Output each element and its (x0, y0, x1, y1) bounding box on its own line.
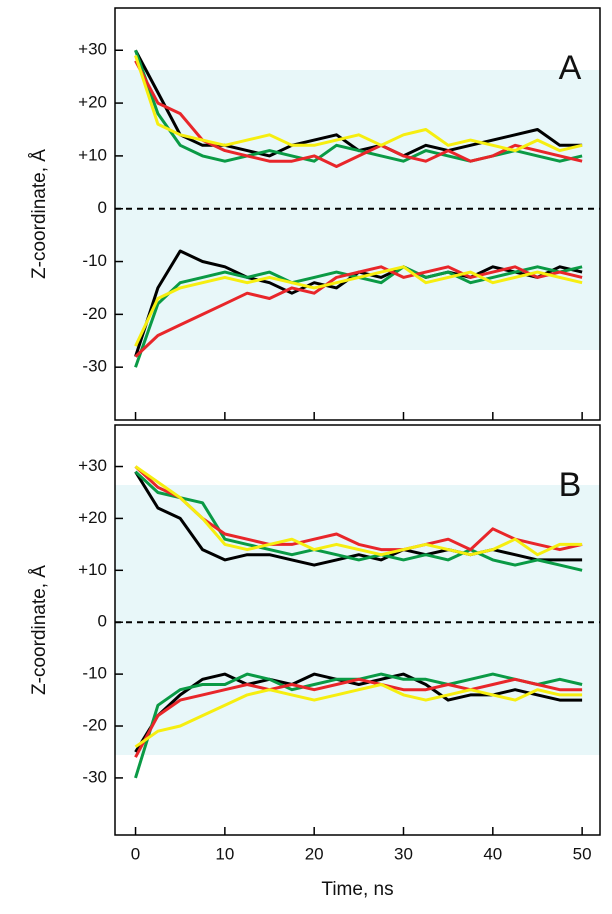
x-axis-label: Time, ns (321, 879, 393, 900)
trajectory (134, 265, 583, 358)
y-tick-label: +10 (78, 145, 107, 164)
x-tick-label: 30 (394, 844, 413, 863)
trajectory (134, 465, 583, 557)
trajectory (134, 265, 583, 347)
x-tick-label: 20 (305, 844, 324, 863)
y-axis-label: Z-coordinate, Å (29, 149, 50, 279)
y-axis-label: Z-coordinate, Å (29, 565, 50, 695)
x-tick-label: 50 (573, 844, 592, 863)
plot-frame (114, 424, 601, 836)
y-tick-label: -10 (82, 251, 107, 270)
trajectory (134, 672, 583, 753)
y-tick-label: +30 (78, 40, 107, 59)
y-tick-label: -30 (82, 357, 107, 376)
y-tick-label: -20 (82, 715, 107, 734)
plot-frame (114, 7, 601, 421)
panel-label: A (559, 49, 582, 87)
trajectory (134, 465, 583, 552)
y-tick-label: +20 (78, 93, 107, 112)
y-tick-label: 0 (98, 612, 107, 631)
trajectory (134, 49, 583, 163)
y-tick-label: -30 (82, 767, 107, 786)
x-tick-label: 40 (483, 844, 502, 863)
y-tick-label: +10 (78, 560, 107, 579)
x-tick-label: 10 (215, 844, 234, 863)
trajectory (134, 470, 583, 567)
trajectory (134, 470, 583, 572)
y-tick-label: -20 (82, 304, 107, 323)
membrane-background (115, 70, 600, 350)
membrane-background (115, 485, 600, 755)
y-tick-label: 0 (98, 198, 107, 217)
panel-label: B (559, 466, 582, 504)
y-tick-label: -10 (82, 664, 107, 683)
trajectory (134, 683, 583, 749)
trajectory (134, 55, 583, 153)
x-tick-label: 0 (131, 844, 140, 863)
trajectory (134, 677, 583, 758)
y-tick-label: +30 (78, 456, 107, 475)
y-tick-label: +20 (78, 508, 107, 527)
